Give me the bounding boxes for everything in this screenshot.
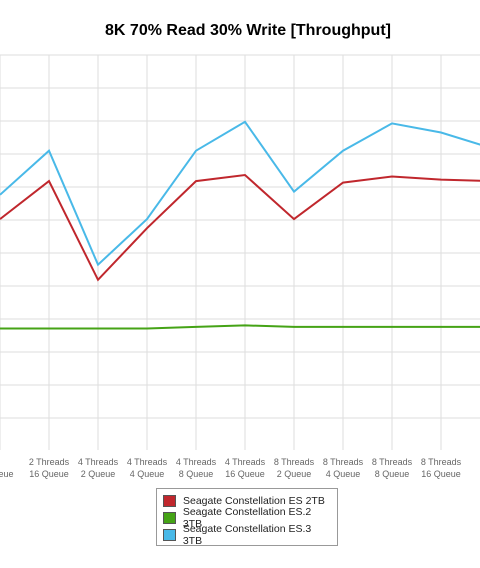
x-axis-ticks: Queue 2 Threads 16 Queue 4 Threads 2 Queue 4 … bbox=[0, 457, 462, 479]
x-tick-label: 4 Queue bbox=[326, 469, 361, 479]
legend-item: Seagate Constellation ES.2 3TB bbox=[163, 506, 331, 530]
legend-label: Seagate Constellation ES.3 3TB bbox=[182, 522, 312, 547]
x-tick-label: 8 Queue bbox=[375, 469, 410, 479]
x-tick-label: 8 Threads bbox=[421, 457, 462, 467]
x-tick-label: Queue bbox=[0, 469, 14, 479]
x-tick-label: 16 Queue bbox=[421, 469, 461, 479]
series-layer bbox=[0, 120, 480, 330]
x-tick-label: 16 Queue bbox=[29, 469, 69, 479]
series-line bbox=[0, 120, 480, 267]
x-tick-label: 4 Queue bbox=[130, 469, 165, 479]
x-tick-label: 8 Queue bbox=[179, 469, 214, 479]
legend-label: Seagate Constellation ES.2 3TB bbox=[182, 505, 312, 530]
chart-title: 8K 70% Read 30% Write [Throughput] bbox=[105, 22, 391, 39]
series-line bbox=[0, 173, 480, 282]
legend-item: Seagate Constellation ES 2TB bbox=[163, 492, 331, 509]
grid bbox=[0, 54, 480, 450]
legend-swatch bbox=[163, 494, 176, 507]
legend: Seagate Constellation ES 2TB Seagate Cons… bbox=[156, 488, 338, 547]
series-line bbox=[0, 324, 480, 330]
x-tick-label: 2 Queue bbox=[277, 469, 312, 479]
legend-label: Seagate Constellation ES 2TB bbox=[183, 494, 325, 507]
x-tick-label: 2 Threads bbox=[29, 457, 70, 467]
x-tick-label: 8 Threads bbox=[274, 457, 315, 467]
x-tick-label: 4 Threads bbox=[78, 457, 119, 467]
x-tick-label: 4 Threads bbox=[127, 457, 168, 467]
x-tick-label: 8 Threads bbox=[372, 457, 413, 467]
legend-item: Seagate Constellation ES.3 3TB bbox=[163, 523, 331, 547]
x-tick-label: 4 Threads bbox=[176, 457, 217, 467]
x-tick-label: 16 Queue bbox=[225, 469, 265, 479]
legend-swatch bbox=[163, 511, 176, 524]
x-tick-label: 2 Queue bbox=[81, 469, 116, 479]
x-tick-label: 4 Threads bbox=[225, 457, 266, 467]
legend-swatch bbox=[163, 528, 176, 541]
x-tick-label: 8 Threads bbox=[323, 457, 364, 467]
